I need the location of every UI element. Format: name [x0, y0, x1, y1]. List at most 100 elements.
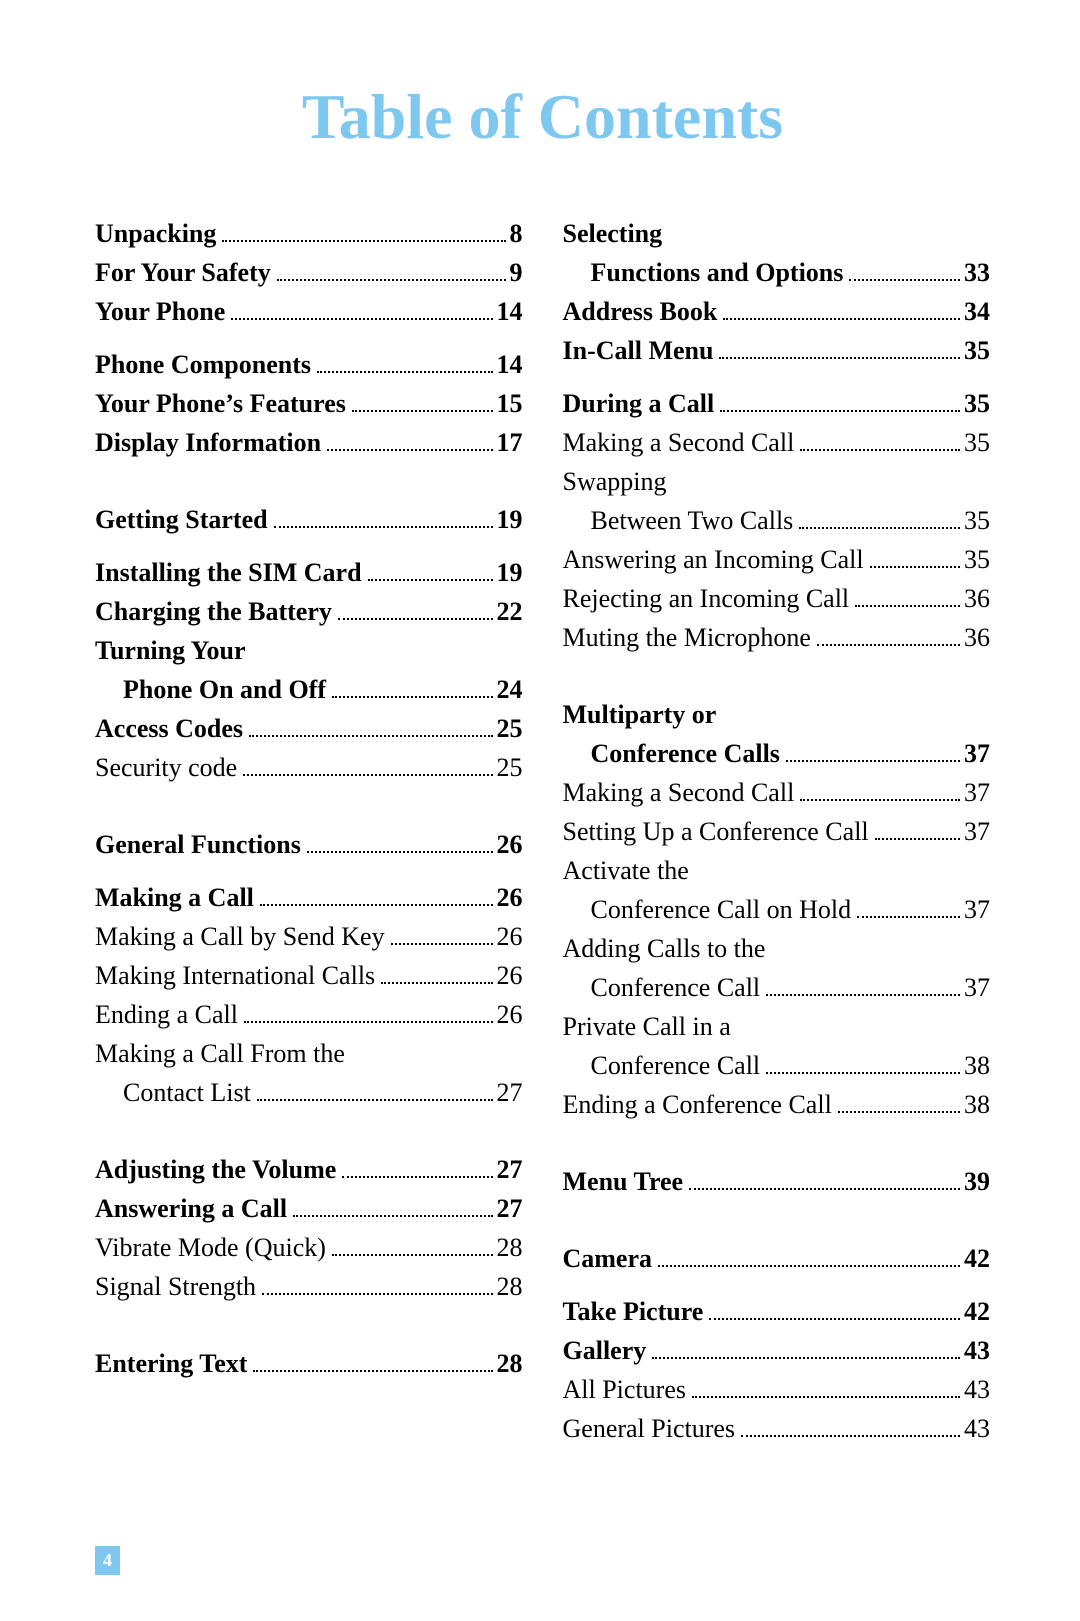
- toc-leader-dots: [391, 924, 493, 945]
- toc-entry-label: Unpacking: [95, 214, 216, 253]
- toc-leader-dots: [260, 885, 493, 906]
- toc-entry-page: 26: [497, 825, 523, 864]
- toc-entry-page: 19: [497, 500, 523, 539]
- toc-entry-label: Answering a Call: [95, 1189, 287, 1228]
- toc-gap: [95, 331, 523, 345]
- toc-entry-label: Your Phone: [95, 292, 225, 331]
- toc-entry-label: Functions and Options: [563, 253, 844, 292]
- toc-leader-dots: [800, 430, 960, 451]
- toc-entry: Making a Second Call 35: [563, 423, 991, 462]
- toc-column-left: Unpacking8For Your Safety9Your Phone14Ph…: [95, 214, 523, 1448]
- toc-entry: Activate the: [563, 851, 991, 890]
- toc-leader-dots: [652, 1338, 960, 1359]
- toc-entry-page: 14: [497, 292, 523, 331]
- toc-leader-dots: [838, 1092, 960, 1113]
- toc-leader-dots: [799, 508, 960, 529]
- toc-entry-label: Access Codes: [95, 709, 243, 748]
- toc-entry: Selecting: [563, 214, 991, 253]
- toc-columns: Unpacking8For Your Safety9Your Phone14Ph…: [95, 214, 990, 1448]
- toc-entry: Setting Up a Conference Call 37: [563, 812, 991, 851]
- toc-entry-label: Swapping: [563, 462, 667, 501]
- toc-entry: In-Call Menu35: [563, 331, 991, 370]
- toc-entry: Menu Tree39: [563, 1162, 991, 1201]
- toc-entry-label: Camera: [563, 1239, 653, 1278]
- toc-entry-page: 14: [497, 345, 523, 384]
- toc-entry-page: 28: [497, 1228, 523, 1267]
- toc-entry-label: Take Picture: [563, 1292, 704, 1331]
- toc-entry: Contact List27: [95, 1073, 523, 1112]
- toc-entry: Making International Calls26: [95, 956, 523, 995]
- toc-entry: Answering a Call 27: [95, 1189, 523, 1228]
- toc-entry: Entering Text28: [95, 1344, 523, 1383]
- toc-leader-dots: [709, 1299, 960, 1320]
- toc-entry: Conference Call on Hold37: [563, 890, 991, 929]
- toc-entry-page: 42: [964, 1239, 990, 1278]
- toc-leader-dots: [870, 547, 960, 568]
- toc-entry: Installing the SIM Card19: [95, 553, 523, 592]
- toc-entry-page: 35: [964, 331, 990, 370]
- toc-entry-label: Signal Strength: [95, 1267, 256, 1306]
- toc-entry-label: Setting Up a Conference Call: [563, 812, 869, 851]
- toc-entry: Your Phone’s Features15: [95, 384, 523, 423]
- toc-entry: Making a Second Call37: [563, 773, 991, 812]
- page: Table of Contents Unpacking8For Your Saf…: [0, 0, 1080, 1621]
- toc-entry-label: Selecting: [563, 214, 663, 253]
- toc-entry-label: Vibrate Mode (Quick): [95, 1228, 326, 1267]
- toc-entry-label: Making a Call From the: [95, 1034, 345, 1073]
- toc-entry-page: 9: [510, 253, 523, 292]
- toc-entry-page: 35: [964, 423, 990, 462]
- toc-entry-label: Turning Your: [95, 631, 246, 670]
- toc-entry: Address Book34: [563, 292, 991, 331]
- toc-leader-dots: [338, 599, 493, 620]
- toc-entry-page: 22: [497, 592, 523, 631]
- toc-leader-dots: [689, 1169, 960, 1190]
- toc-leader-dots: [720, 391, 960, 412]
- toc-leader-dots: [741, 1416, 960, 1437]
- toc-entry: Ending a Conference Call 38: [563, 1085, 991, 1124]
- toc-entry-page: 28: [497, 1267, 523, 1306]
- toc-entry-label: Contact List: [95, 1073, 251, 1112]
- toc-entry: Muting the Microphone36: [563, 618, 991, 657]
- toc-entry-page: 28: [497, 1344, 523, 1383]
- toc-entry-page: 35: [964, 501, 990, 540]
- toc-entry-page: 26: [497, 995, 523, 1034]
- toc-entry-label: Rejecting an Incoming Call: [563, 579, 850, 618]
- toc-entry-label: During a Call: [563, 384, 715, 423]
- toc-leader-dots: [257, 1080, 493, 1101]
- toc-entry-page: 38: [964, 1046, 990, 1085]
- toc-leader-dots: [222, 221, 505, 242]
- toc-entry-page: 37: [964, 812, 990, 851]
- toc-entry-label: General Pictures: [563, 1409, 736, 1448]
- toc-leader-dots: [293, 1196, 492, 1217]
- toc-entry-page: 27: [497, 1150, 523, 1189]
- toc-entry: Phone Components14: [95, 345, 523, 384]
- toc-entry: Functions and Options33: [563, 253, 991, 292]
- toc-leader-dots: [352, 391, 493, 412]
- toc-entry-page: 27: [497, 1189, 523, 1228]
- toc-title: Table of Contents: [95, 80, 990, 154]
- toc-entry-label: Between Two Calls: [563, 501, 794, 540]
- toc-leader-dots: [381, 963, 492, 984]
- toc-entry-page: 37: [964, 773, 990, 812]
- toc-entry-label: Ending a Conference Call: [563, 1085, 832, 1124]
- toc-entry: Making a Call From the: [95, 1034, 523, 1073]
- toc-entry-page: 35: [964, 384, 990, 423]
- toc-leader-dots: [244, 1002, 493, 1023]
- toc-gap: [563, 1124, 991, 1162]
- toc-entry: General Functions26: [95, 825, 523, 864]
- toc-entry-page: 38: [964, 1085, 990, 1124]
- toc-gap: [95, 1306, 523, 1344]
- toc-leader-dots: [262, 1274, 492, 1295]
- toc-entry: Camera 42: [563, 1239, 991, 1278]
- toc-entry-page: 43: [964, 1370, 990, 1409]
- toc-entry-label: All Pictures: [563, 1370, 687, 1409]
- toc-entry: Ending a Call26: [95, 995, 523, 1034]
- toc-entry: Between Two Calls 35: [563, 501, 991, 540]
- toc-entry: Getting Started19: [95, 500, 523, 539]
- toc-entry-label: Making a Second Call: [563, 423, 795, 462]
- toc-entry-label: Address Book: [563, 292, 718, 331]
- toc-leader-dots: [327, 430, 492, 451]
- toc-entry: During a Call 35: [563, 384, 991, 423]
- toc-entry: Signal Strength 28: [95, 1267, 523, 1306]
- toc-gap: [95, 462, 523, 500]
